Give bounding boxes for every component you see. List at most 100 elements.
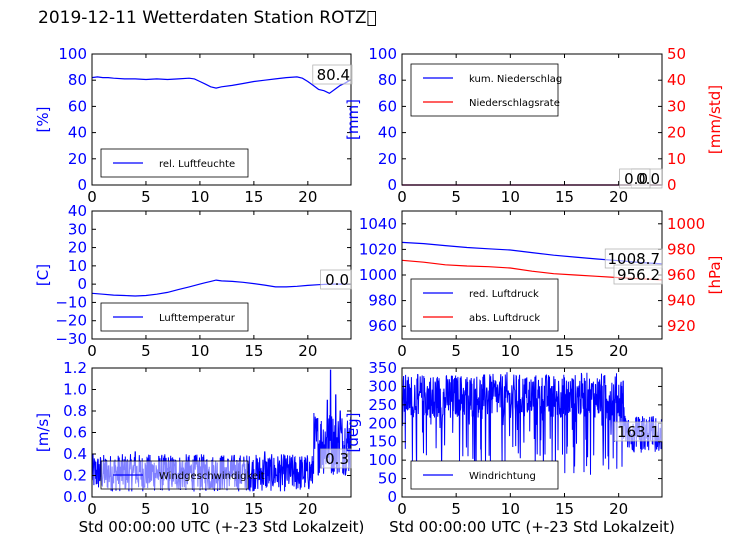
y-right-tick-label: 30 (667, 97, 686, 115)
legend-label: abs. Luftdruck (469, 313, 540, 324)
y-tick-label: −10 (55, 293, 87, 311)
legend-label: Niederschlagsrate (469, 98, 560, 109)
y-tick-label: 0 (77, 176, 87, 194)
x-tick-label: 5 (141, 342, 151, 360)
y-tick-label: 300 (368, 377, 397, 395)
y-right-tick-label: 960 (667, 266, 696, 284)
y-tick-label: 60 (378, 97, 397, 115)
x-tick-label: 5 (451, 342, 461, 360)
last-value-label: 163.1 (617, 423, 660, 441)
x-tick-label: 10 (190, 188, 209, 206)
y-axis-label: [m/s] (34, 413, 52, 452)
y-right-tick-label: 920 (667, 317, 696, 335)
x-tick-label: 20 (298, 188, 317, 206)
plot-lines-humidity (91, 76, 352, 94)
y-right-tick-label: 50 (667, 45, 686, 63)
x-tick-label: 0 (87, 342, 97, 360)
legend-box (410, 63, 559, 117)
x-tick-label: 10 (190, 500, 209, 518)
x-tick-label: 5 (451, 188, 461, 206)
legend-label: rel. Luftfeuchte (159, 159, 235, 170)
y-tick-label: 250 (368, 396, 397, 414)
y-tick-label: 40 (378, 124, 397, 142)
x-tick-label: 5 (141, 188, 151, 206)
x-tick-label: 20 (298, 342, 317, 360)
x-tick-label: 15 (244, 188, 263, 206)
y-axis-label: [deg] (344, 413, 362, 453)
last-value-label: 0.0 (325, 271, 349, 289)
y-tick-label: 0 (387, 176, 397, 194)
y-tick-label: 30 (68, 220, 87, 238)
y-right-tick-label: 940 (667, 292, 696, 310)
last-value-label-box (613, 421, 663, 442)
x-tick-label: 5 (141, 500, 151, 518)
last-value-label: 0.0 (636, 170, 660, 188)
y-tick-label: 40 (68, 124, 87, 142)
last-value-label: 1008.7 (608, 250, 661, 268)
y-tick-label: 0.6 (63, 424, 87, 442)
y-tick-label: 0.8 (63, 402, 87, 420)
y-tick-label: 0.0 (63, 488, 87, 506)
y-tick-label: 40 (68, 202, 87, 220)
y-tick-label: 980 (368, 292, 397, 310)
plot-lines-windspeed (91, 369, 352, 492)
legend-precipitation: kum. Niederschlag Niederschlagsrate (410, 63, 562, 117)
y-tick-label: −30 (55, 330, 87, 348)
series-line-humidity-0 (91, 76, 352, 94)
y-tick-label: 1000 (359, 266, 397, 284)
y-tick-label: 350 (368, 359, 397, 377)
last-value-label-box (320, 448, 352, 469)
last-value-right-label: 956.2 (617, 266, 660, 284)
legend-label: red. Luftdruck (469, 289, 539, 300)
y-tick-label: 150 (368, 433, 397, 451)
y-right-tick-label: 980 (667, 240, 696, 258)
x-tick-label: 15 (555, 188, 574, 206)
series-line-winddirection-0 (401, 372, 663, 475)
y-tick-label: 10 (68, 257, 87, 275)
page-title: 2019-12-11 Wetterdaten Station ROTZ  (38, 8, 377, 28)
y-tick-label: 50 (378, 470, 397, 488)
y-tick-label: 80 (68, 71, 87, 89)
y-tick-label: 1.0 (63, 381, 87, 399)
legend-pressure: red. Luftdruck abs. Luftdruck (410, 278, 559, 332)
panel-temperature: Lufttemperatur (91, 210, 352, 340)
y-right-axis-label: [mm/std] (706, 85, 724, 154)
panel-winddirection: Windrichtung (401, 367, 663, 498)
legend-windspeed: Windgeschwindigkeit (100, 460, 265, 490)
plot-frame-precipitation (401, 53, 663, 186)
last-value-label: 0.3 (325, 450, 349, 468)
y-tick-label: 1040 (359, 215, 397, 233)
x-tick-label: 15 (244, 342, 263, 360)
legend-label: Windrichtung (469, 471, 536, 482)
panel-pressure: red. Luftdruck abs. Luftdruck (401, 210, 663, 340)
x-tick-label: 10 (501, 500, 520, 518)
x-tick-label: 10 (501, 342, 520, 360)
y-right-tick-label: 20 (667, 124, 686, 142)
panel-windspeed: Windgeschwindigkeit (91, 367, 352, 498)
series-line-windspeed-0 (91, 369, 352, 492)
x-tick-label: 20 (609, 500, 628, 518)
y-tick-label: 0 (387, 488, 397, 506)
y-tick-label: 100 (368, 45, 397, 63)
y-tick-label: 20 (378, 150, 397, 168)
y-right-tick-label: 40 (667, 71, 686, 89)
y-tick-label: 0.2 (63, 467, 87, 485)
legend-box (410, 278, 559, 332)
x-axis-label: Std 00:00:00 UTC (+-23 Std Lokalzeit) (389, 518, 675, 536)
legend-label: Windgeschwindigkeit (159, 471, 265, 482)
x-axis-label: Std 00:00:00 UTC (+-23 Std Lokalzeit) (79, 518, 365, 536)
y-axis-label: [%] (34, 107, 52, 133)
y-tick-label: 1020 (359, 240, 397, 258)
x-tick-label: 15 (555, 342, 574, 360)
y-tick-label: 100 (58, 45, 87, 63)
y-right-tick-label: 10 (667, 150, 686, 168)
plot-frame-humidity (91, 53, 352, 186)
legend-winddirection: Windrichtung (410, 460, 559, 490)
y-tick-label: 60 (68, 97, 87, 115)
x-tick-label: 15 (555, 500, 574, 518)
series-line-temperature-0 (91, 279, 351, 297)
legend-box (410, 460, 559, 490)
x-tick-label: 20 (609, 342, 628, 360)
last-value-label-box (320, 269, 352, 290)
